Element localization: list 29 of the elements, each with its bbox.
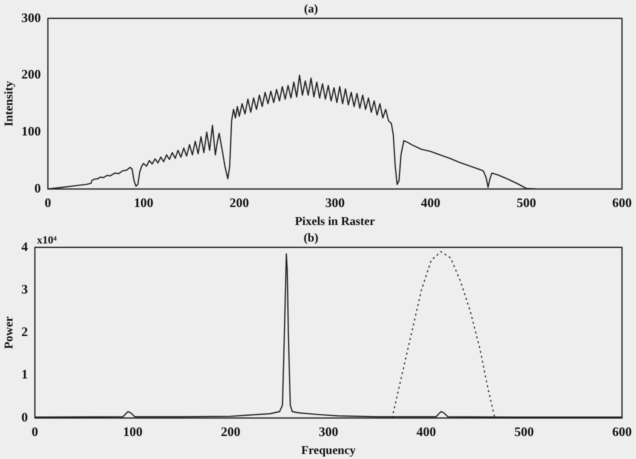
y-axis-title: Intensity <box>1 81 16 126</box>
x-tick-label: 400 <box>416 424 436 440</box>
y-tick-label: 100 <box>21 123 41 138</box>
x-tick-label: 600 <box>612 195 632 210</box>
x-tick-label: 200 <box>220 424 240 440</box>
x-tick-label: 200 <box>230 195 250 210</box>
x-axis-title: Frequency <box>301 442 356 457</box>
x-tick-label: 300 <box>318 424 338 440</box>
x-tick-label: 500 <box>516 195 536 210</box>
y-tick-label: 300 <box>21 10 41 25</box>
y-axis-title: Power <box>1 316 16 350</box>
x-tick-label: 100 <box>134 195 154 210</box>
chart-title: (b) <box>304 230 318 244</box>
x-tick-label: 400 <box>420 195 440 210</box>
x-tick-label: 0 <box>44 195 52 210</box>
text: x10⁴ <box>36 234 58 247</box>
y-tick-label: 2 <box>21 324 28 340</box>
y-tick-label: 0 <box>34 180 41 196</box>
y-tick-label: 4 <box>21 238 28 254</box>
y-tick-label: 3 <box>21 281 28 296</box>
y-tick-label: 200 <box>21 66 41 82</box>
chart-title: (a) <box>304 1 318 16</box>
x-tick-label: 600 <box>612 424 632 440</box>
x-tick-label: 300 <box>325 195 345 210</box>
x-tick-label: 100 <box>123 424 142 440</box>
x-tick-label: 500 <box>514 424 534 440</box>
x-axis-title: Pixels in Raster <box>294 214 376 228</box>
y-tick-label: 1 <box>21 366 28 382</box>
y-tick-label: 0 <box>21 409 28 424</box>
